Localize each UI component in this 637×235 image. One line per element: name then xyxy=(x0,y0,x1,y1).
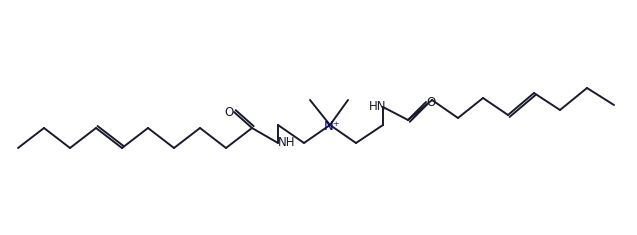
Text: N⁺: N⁺ xyxy=(324,120,340,133)
Text: HN: HN xyxy=(369,99,387,113)
Text: NH: NH xyxy=(278,137,296,149)
Text: O: O xyxy=(426,95,436,109)
Text: O: O xyxy=(224,106,234,118)
